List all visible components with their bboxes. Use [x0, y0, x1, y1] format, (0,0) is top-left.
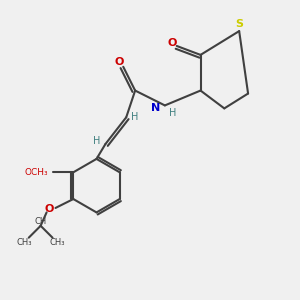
Text: H: H: [169, 108, 176, 118]
Text: H: H: [131, 112, 139, 122]
Text: N: N: [151, 103, 160, 113]
Text: O: O: [168, 38, 177, 48]
Text: OCH₃: OCH₃: [24, 168, 48, 177]
Text: CH₃: CH₃: [16, 238, 32, 247]
Text: H: H: [93, 136, 100, 146]
Text: O: O: [114, 57, 124, 67]
Text: S: S: [235, 19, 243, 29]
Text: CH₃: CH₃: [49, 238, 65, 247]
Text: CH: CH: [34, 217, 47, 226]
Text: O: O: [45, 204, 54, 214]
